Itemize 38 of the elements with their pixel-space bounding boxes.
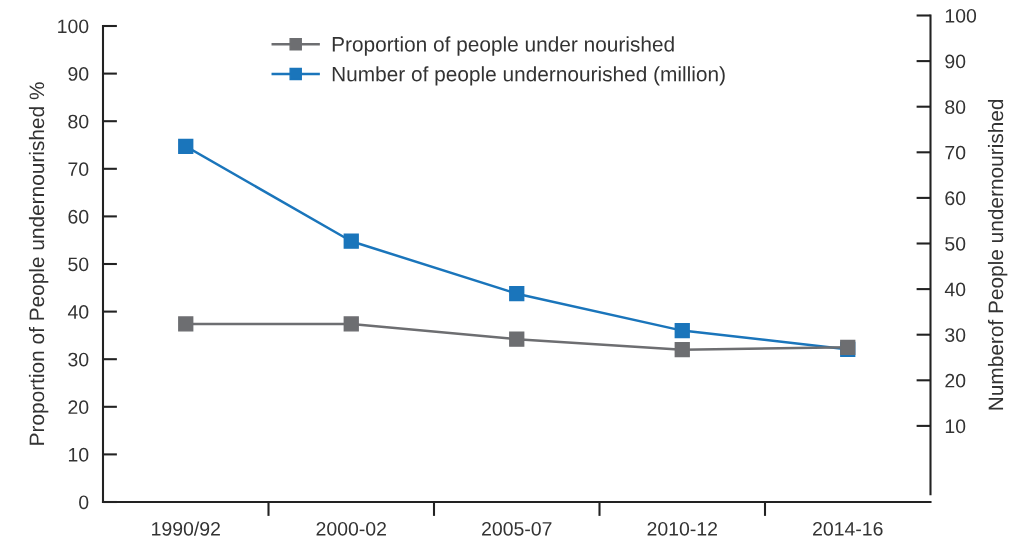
x-tick-label: 2014-16 xyxy=(813,521,883,536)
legend-label: Proportion of people under nourished xyxy=(332,36,674,56)
x-tick-label: 1990/92 xyxy=(152,521,220,536)
point xyxy=(343,233,359,249)
y2-tick-label: 70 xyxy=(945,145,966,160)
y-tick-label: 90 xyxy=(68,67,89,81)
x-tick-label: 2010-12 xyxy=(647,521,717,536)
y2-tick-label: 80 xyxy=(945,100,966,114)
y2-tick-label: 40 xyxy=(944,282,966,297)
point xyxy=(674,342,690,358)
x-tick-label: 2005-07 xyxy=(482,521,552,536)
y-tick-label: 0 xyxy=(79,495,89,510)
y-tick-label: 100 xyxy=(58,19,89,34)
y2-tick-label: 100 xyxy=(945,8,977,23)
y2-tick-label: 30 xyxy=(945,328,966,342)
y2-tick-label: 50 xyxy=(945,236,966,251)
y2-tick-label: 60 xyxy=(945,191,966,206)
point xyxy=(509,331,525,347)
y-tick-label: 50 xyxy=(68,257,89,272)
y-axis-title: Proportion of People undernourished % xyxy=(28,82,49,445)
y-tick-label: 30 xyxy=(68,352,89,367)
y2-tick-label: 90 xyxy=(945,54,966,69)
y-tick-label: 40 xyxy=(67,305,89,319)
legend-label: Number of people undernourished (million) xyxy=(332,66,725,86)
y2-tick-label: 20 xyxy=(945,373,966,388)
point xyxy=(343,316,359,332)
point xyxy=(509,286,525,302)
y-tick-label: 70 xyxy=(68,162,89,177)
y2-axis-title: Numberof People undernourished xyxy=(987,99,1008,410)
y2-tick-label: 10 xyxy=(945,419,966,434)
point xyxy=(178,316,194,332)
y-tick-label: 20 xyxy=(68,400,89,415)
point xyxy=(178,138,194,155)
point xyxy=(674,322,690,339)
y-tick-label: 60 xyxy=(68,209,89,224)
y-tick-label: 80 xyxy=(68,114,89,129)
y-tick-label: 10 xyxy=(68,447,89,462)
x-tick-label: 2000-02 xyxy=(316,521,386,536)
